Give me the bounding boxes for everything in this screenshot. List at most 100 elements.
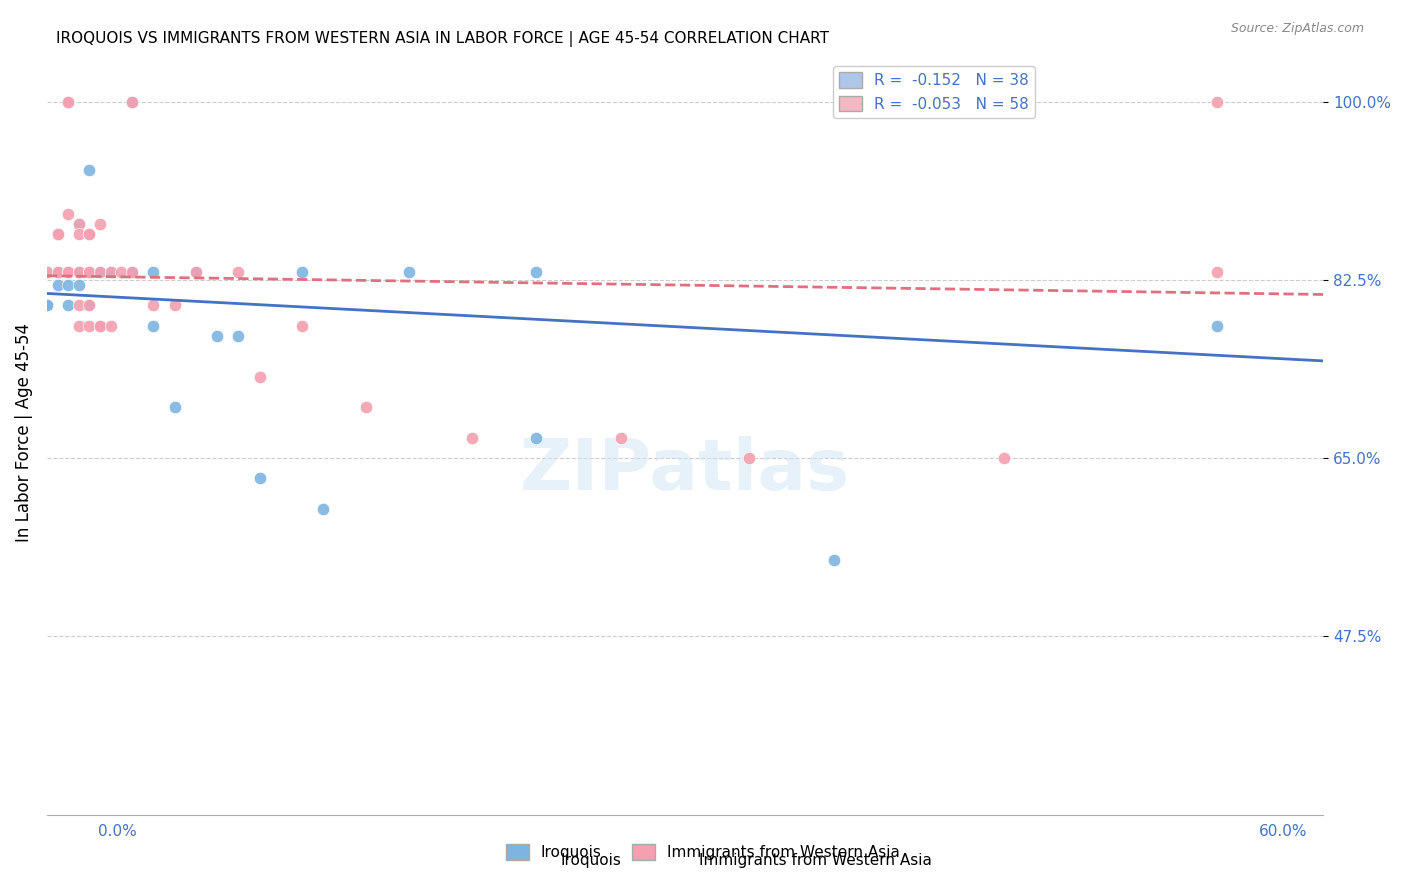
Point [354,400,377,414]
Point [610,431,633,445]
Text: ZIPatlas: ZIPatlas [520,436,851,505]
Point [56,265,79,279]
Point [56,265,79,279]
Point [79,265,101,279]
Point [823,553,845,567]
Point [89,217,111,231]
Point [79,227,101,241]
Point [67,298,90,312]
Point [56,207,79,221]
Point [67,318,90,333]
Point [228,329,250,343]
Point [56,95,79,109]
Point [121,265,143,279]
Point [56,298,79,312]
Text: Iroquois: Iroquois [560,854,621,868]
Point [79,298,101,312]
Point [398,265,420,279]
Point [56,265,79,279]
Point [67,265,90,279]
Text: 0.0%: 0.0% [98,824,138,838]
Point [56,95,79,109]
Text: IROQUOIS VS IMMIGRANTS FROM WESTERN ASIA IN LABOR FORCE | AGE 45-54 CORRELATION : IROQUOIS VS IMMIGRANTS FROM WESTERN ASIA… [56,31,830,47]
Point [163,298,186,312]
Point [46,265,69,279]
Point [100,318,122,333]
Point [46,265,69,279]
Point [35,265,58,279]
Point [67,217,90,231]
Point [67,265,90,279]
Point [1206,318,1229,333]
Point [1206,95,1229,109]
Point [56,265,79,279]
Point [46,277,69,292]
Point [67,265,90,279]
Point [249,369,271,384]
Point [121,95,143,109]
Point [312,502,335,516]
Point [35,265,58,279]
Point [121,95,143,109]
Point [67,277,90,292]
Point [79,265,101,279]
Point [163,400,186,414]
Point [46,227,69,241]
Text: Immigrants from Western Asia: Immigrants from Western Asia [699,854,932,868]
Point [89,318,111,333]
Point [67,217,90,231]
Point [35,298,58,312]
Point [228,265,250,279]
Point [89,318,111,333]
Point [79,227,101,241]
Point [35,265,58,279]
Point [79,318,101,333]
Point [1206,265,1229,279]
Text: 60.0%: 60.0% [1260,824,1308,838]
Point [121,265,143,279]
Point [524,265,547,279]
Point [56,265,79,279]
Point [205,329,228,343]
Y-axis label: In Labor Force | Age 45-54: In Labor Force | Age 45-54 [15,323,32,542]
Point [56,265,79,279]
Point [79,298,101,312]
Point [35,265,58,279]
Point [56,265,79,279]
Legend: R =  -0.152   N = 38, R =  -0.053   N = 58: R = -0.152 N = 38, R = -0.053 N = 58 [832,66,1035,118]
Point [993,451,1015,466]
Point [79,265,101,279]
Point [35,298,58,312]
Point [142,298,165,312]
Point [67,227,90,241]
Point [35,265,58,279]
Point [142,265,165,279]
Point [89,265,111,279]
Point [46,265,69,279]
Point [56,277,79,292]
Point [184,265,207,279]
Point [89,265,111,279]
Point [142,318,165,333]
Point [100,265,122,279]
Point [249,471,271,485]
Point [35,265,58,279]
Point [100,265,122,279]
Point [35,265,58,279]
Point [461,431,484,445]
Point [35,265,58,279]
Point [67,265,90,279]
Point [110,265,132,279]
Point [46,265,69,279]
Point [46,265,69,279]
Point [184,265,207,279]
Text: Source: ZipAtlas.com: Source: ZipAtlas.com [1230,22,1364,36]
Point [35,265,58,279]
Point [100,265,122,279]
Point [46,265,69,279]
Point [291,318,314,333]
Legend: Iroquois, Immigrants from Western Asia: Iroquois, Immigrants from Western Asia [499,838,907,866]
Point [79,265,101,279]
Point [46,227,69,241]
Point [56,265,79,279]
